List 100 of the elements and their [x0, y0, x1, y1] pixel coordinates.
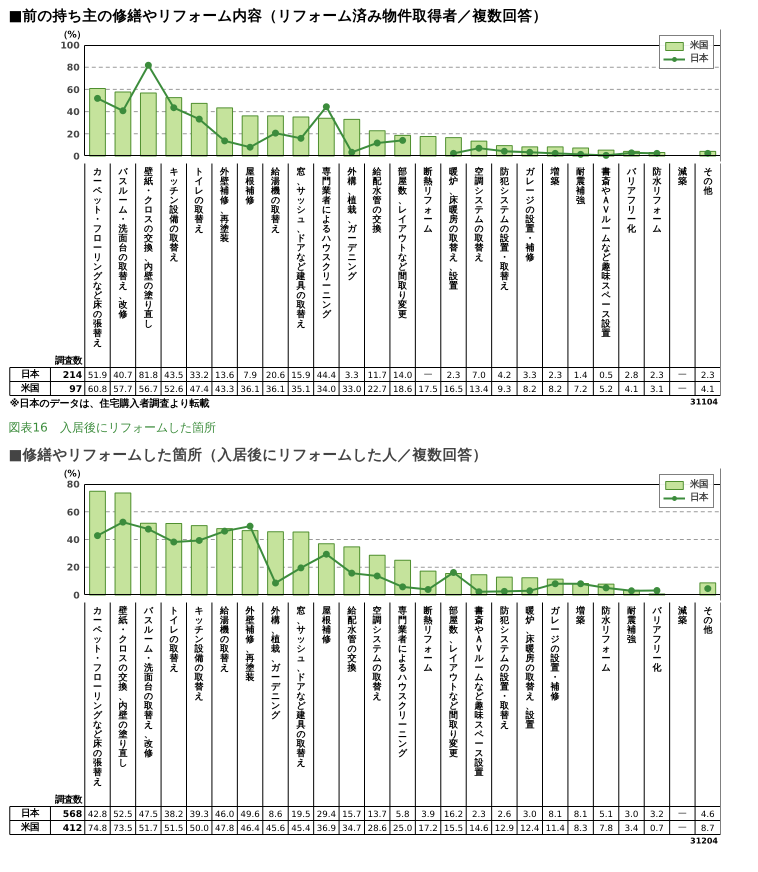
data-label: 13.6	[215, 371, 234, 381]
x-tick-label: 防水リフォーム	[600, 606, 612, 674]
data-label: 45.6	[266, 824, 286, 834]
x-tick-label: 屋根補修	[244, 166, 256, 206]
category-label: バスルーム・洗面台の取替え、改修	[118, 168, 128, 320]
data-label: 36.9	[316, 824, 336, 834]
data-label: 43.5	[164, 371, 184, 381]
data-label: 22.7	[368, 385, 387, 395]
data-label: 52.5	[113, 810, 133, 820]
data-label: 29.4	[316, 810, 336, 820]
x-tick-label: 増築	[575, 604, 586, 626]
text: 214	[62, 370, 83, 381]
data-label: 19.5	[291, 810, 311, 820]
data-label: 15.7	[342, 810, 362, 820]
data-label: 15.5	[444, 824, 464, 834]
category-label: ガレージの設置・補修	[525, 168, 534, 263]
legend-label: 米国	[690, 478, 709, 491]
data-label: 39.3	[190, 810, 209, 820]
x-tick-label: 断熱リフォーム	[422, 166, 433, 234]
y-axis-title: （%）	[58, 30, 86, 40]
data-label: 52.6	[164, 385, 184, 395]
category-label: バスルーム・洗面台の取替え、改修	[144, 606, 153, 759]
data-label: 5.8	[396, 810, 410, 820]
data-label: 16.5	[444, 385, 464, 395]
text: 412	[62, 823, 82, 834]
data-label: 15.9	[291, 371, 311, 381]
data-label: 2.8	[624, 371, 638, 381]
data-label: 74.8	[88, 824, 108, 834]
data-label: 12.9	[494, 824, 514, 834]
y-tick-label: 60	[66, 84, 80, 96]
legend-label: 日本	[690, 491, 710, 504]
data-label: 4.6	[700, 810, 715, 820]
text: 日本	[20, 369, 39, 380]
data-label: 1.4	[574, 371, 588, 381]
text: —	[678, 808, 687, 818]
data-label: 2.3	[650, 371, 664, 381]
y-tick-label: 20	[66, 129, 80, 140]
data-label: 45.4	[291, 824, 312, 834]
category-label: カーペット・フローリングなど床の張替え	[93, 606, 102, 788]
data-label: 11.4	[546, 824, 566, 834]
category-label: 書斎やＡＶルームなど趣味スペース設置	[602, 168, 611, 339]
y-tick-label: 80	[66, 62, 80, 74]
text: 調査数	[54, 794, 84, 806]
x-tick-label: 断熱リフォーム	[422, 606, 433, 674]
category-label: 部屋数、レイアウトなど間取り変更	[449, 606, 458, 759]
data-label: 11.7	[368, 371, 387, 381]
text: —	[678, 370, 687, 380]
data-label: 43.3	[215, 385, 234, 395]
data-label: 33.2	[190, 371, 209, 381]
x-tick-label: 給湯機の取替え	[270, 166, 281, 234]
data-label: 14.0	[393, 371, 412, 381]
x-tick-label: 減築	[676, 606, 687, 626]
x-tick-label: 給配水管の交換	[372, 166, 383, 234]
data-label: 51.9	[88, 371, 108, 381]
category-label: 暖炉、床暖房の取替え、設置	[449, 168, 458, 292]
data-label: 25.0	[393, 824, 412, 834]
y-axis-title: （%）	[58, 468, 86, 480]
data-label: 47.4	[190, 385, 210, 395]
chart-subtitle: ■修繕やリフォームした箇所（入居後にリフォームした人／複数回答）	[8, 446, 488, 464]
data-label: 3.3	[522, 371, 537, 381]
data-label: 3.1	[650, 385, 664, 395]
x-tick-label: トイレの取替え	[168, 606, 180, 674]
data-label: 4.1	[624, 385, 638, 395]
legend-label: 米国	[690, 39, 709, 52]
category-label: 外構、植栽、ガーデニング	[271, 606, 280, 721]
data-label: 28.6	[368, 824, 387, 834]
y-tick-label: 60	[66, 507, 80, 518]
data-label: 81.8	[138, 371, 158, 381]
chart-title: 図表16 入居後にリフォームした箇所	[8, 420, 216, 434]
data-label: 4.1	[700, 385, 715, 395]
data-label: 12.4	[520, 824, 540, 834]
category-label: 防犯システムの設置・取替え	[500, 168, 509, 292]
x-tick-label: 給湯機の取替え	[219, 606, 230, 674]
x-tick-label: 耐震補強	[626, 606, 637, 645]
x-tick-label: 減築	[676, 166, 687, 187]
data-label: 5.2	[599, 385, 613, 395]
category-label: ガレージの設置・補修	[550, 606, 560, 702]
data-label: 33.0	[342, 385, 362, 395]
data-label: 57.7	[113, 385, 133, 395]
text: —	[678, 384, 687, 394]
text: 568	[62, 809, 82, 820]
text: 31204	[690, 836, 718, 846]
y-tick-label: 40	[66, 534, 80, 546]
data-label: 56.7	[138, 385, 158, 395]
category-label: 専門業者によるハウスクリーニング	[398, 606, 408, 759]
data-label: 42.8	[88, 810, 108, 820]
y-tick-label: 0	[73, 151, 80, 162]
data-label: 8.7	[700, 824, 715, 834]
category-label: 空調システムの取替え	[474, 168, 484, 263]
text: 日本	[20, 808, 39, 819]
category-label: 防犯システムの設置・取替え	[500, 606, 509, 730]
data-label: 14.6	[469, 824, 489, 834]
data-label: 47.5	[138, 810, 158, 820]
data-label: 20.6	[266, 371, 286, 381]
data-label: 3.3	[344, 371, 359, 381]
data-label: 46.4	[240, 824, 260, 834]
data-label: 2.6	[497, 810, 512, 820]
data-label: 35.1	[291, 385, 311, 395]
chart-title: ■前の持ち主の修繕やリフォーム内容（リフォーム済み物件取得者／複数回答）	[8, 6, 548, 24]
data-label: 3.0	[624, 810, 638, 820]
